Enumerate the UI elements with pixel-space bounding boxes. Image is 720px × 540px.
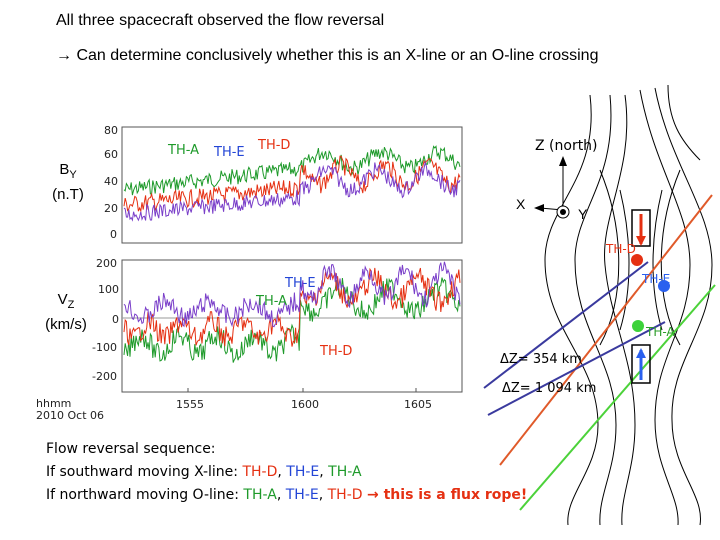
vz-tick-200: 200 [96, 257, 117, 270]
z-axis-label: Z (north) [535, 138, 598, 154]
vz-tick-neg100: -100 [92, 341, 117, 354]
vz-label: VZ (km/s) [45, 291, 87, 333]
delta-z-1094: ΔZ= 1 094 km [502, 381, 597, 396]
vz-tick-100: 100 [98, 283, 119, 296]
by-trace-the [123, 160, 461, 222]
panel1-label-tha: TH-A [168, 143, 200, 158]
seq2-tha: TH-A [243, 487, 277, 503]
slide-title: All three spacecraft observed the flow r… [56, 12, 385, 29]
vz-tick-0: 0 [112, 313, 119, 326]
time-header-date: 2010 Oct 06 [36, 409, 105, 422]
sequence-line-xline: If southward moving X-line: TH-D, TH-E, … [46, 464, 362, 480]
seq2-the: TH-E [285, 487, 319, 503]
panel1-label-the: TH-E [214, 145, 245, 160]
probe-label-tha: TH-A [646, 325, 675, 339]
by-tick-80: 80 [104, 124, 118, 137]
vz-trace-tha [123, 277, 461, 363]
y-axis-label: Y [578, 206, 588, 222]
slide-subtitle: → Can determine conclusively whether thi… [56, 47, 599, 64]
delta-z-354: ΔZ= 354 km [500, 352, 582, 367]
time-tick-1555: 1555 [176, 398, 204, 411]
by-tick-40: 40 [104, 175, 118, 188]
by-trace-thd [123, 155, 461, 213]
by-label: BY (n.T) [52, 161, 84, 203]
time-tick-1600: 1600 [291, 398, 319, 411]
by-trace-tha [123, 145, 461, 196]
by-tick-20: 20 [104, 202, 118, 215]
time-tick-1605: 1605 [404, 398, 432, 411]
panel1-label-thd: TH-D [258, 138, 291, 153]
vz-trace-thd [123, 267, 461, 347]
seq1-the: TH-E [286, 464, 320, 480]
panel2-label-tha: TH-A [256, 294, 288, 309]
time-header-hhmm: hhmm [36, 397, 72, 410]
panel2-label-the: TH-E [285, 276, 316, 291]
x-axis-label: X [516, 196, 526, 212]
seq2-thd: TH-D [327, 487, 363, 503]
probe-label-the: TH-E [642, 272, 671, 286]
vz-trace-the [123, 261, 461, 328]
seq1-thd: TH-D [242, 464, 278, 480]
by-tick-0: 0 [110, 228, 117, 241]
panel2-label-thd: TH-D [320, 344, 353, 359]
by-tick-60: 60 [104, 148, 118, 161]
vz-tick-neg200: -200 [92, 370, 117, 383]
seq1-tha: TH-A [328, 464, 362, 480]
flux-rope-conclusion: → this is a flux rope! [367, 487, 528, 503]
sequence-line-oline: If northward moving O-line: TH-A, TH-E, … [46, 487, 528, 503]
sequence-heading: Flow reversal sequence: [46, 441, 216, 457]
probe-label-thd: TH-D [606, 242, 636, 256]
